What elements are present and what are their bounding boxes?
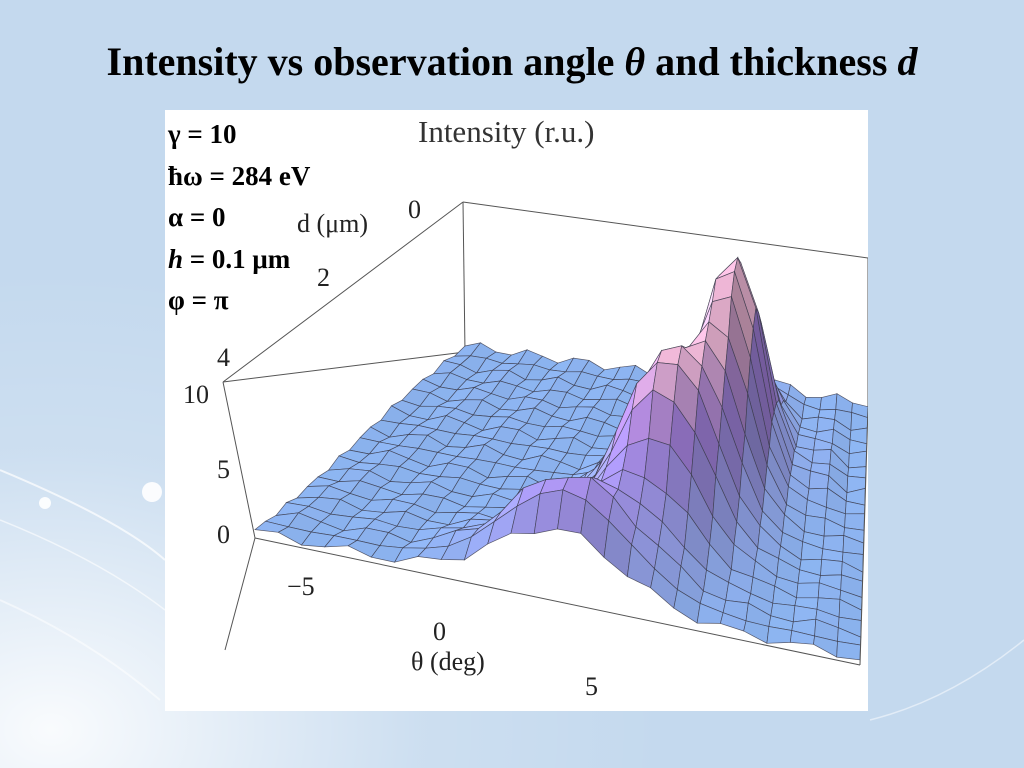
slide-title-d: d bbox=[897, 39, 918, 84]
param-h-value: = 0.1 μm bbox=[183, 243, 291, 274]
surface-patch bbox=[819, 393, 838, 411]
param-gamma: γ = 10 bbox=[168, 119, 237, 149]
box-edge bbox=[462, 201, 868, 259]
slide-title-main: Intensity vs observation angle bbox=[106, 39, 625, 84]
parameter-list: γ = 10 ħω = 284 eV α = 0 h = 0.1 μm φ = … bbox=[168, 114, 310, 322]
param-h-symbol: h bbox=[168, 243, 184, 274]
surface-patch bbox=[796, 582, 820, 599]
box-edge bbox=[462, 201, 466, 353]
y-tick-label: 2 bbox=[317, 263, 330, 292]
y-tick-label: 0 bbox=[408, 195, 421, 224]
box-edge bbox=[222, 201, 464, 383]
param-phi: φ = π bbox=[168, 285, 229, 315]
box-edge bbox=[859, 407, 868, 666]
x-tick-label: 5 bbox=[585, 672, 598, 701]
slide-title-mid: and thickness bbox=[645, 39, 898, 84]
z-tick-label: 10 bbox=[183, 380, 209, 409]
z-tick-label: 0 bbox=[217, 520, 230, 549]
param-h: h = 0.1 μm bbox=[168, 239, 310, 281]
surface-plot: −5 0 5 0 2 4 0 5 10 θ (deg) d (μm) bbox=[183, 195, 868, 701]
box-edge bbox=[222, 351, 466, 383]
y-tick-label: 4 bbox=[217, 343, 230, 372]
box-edge bbox=[222, 381, 256, 539]
slide-title-theta: θ bbox=[624, 39, 646, 84]
surface-patch bbox=[820, 558, 843, 576]
x-axis-label: θ (deg) bbox=[411, 647, 485, 676]
surface-patch bbox=[656, 345, 683, 365]
x-tick-label: 0 bbox=[433, 617, 446, 646]
slide-title: Intensity vs observation angle θ and thi… bbox=[0, 38, 1024, 85]
box-edge bbox=[254, 537, 861, 666]
surface-patch bbox=[811, 449, 832, 465]
param-energy: ħω = 284 eV bbox=[168, 160, 311, 191]
surface-patch bbox=[848, 450, 867, 469]
z-tick-label: 5 bbox=[217, 455, 230, 484]
param-alpha: α = 0 bbox=[168, 202, 226, 232]
surface-plot-figure: −5 0 5 0 2 4 0 5 10 θ (deg) d (μm) Intensity (r.u.… bbox=[165, 110, 868, 711]
plot-title: Intensity (r.u.) bbox=[418, 114, 595, 149]
box-edge bbox=[224, 537, 256, 651]
x-tick-label: −5 bbox=[287, 572, 315, 601]
surface-patch bbox=[836, 640, 861, 661]
y-axis-label: d (μm) bbox=[297, 209, 368, 238]
